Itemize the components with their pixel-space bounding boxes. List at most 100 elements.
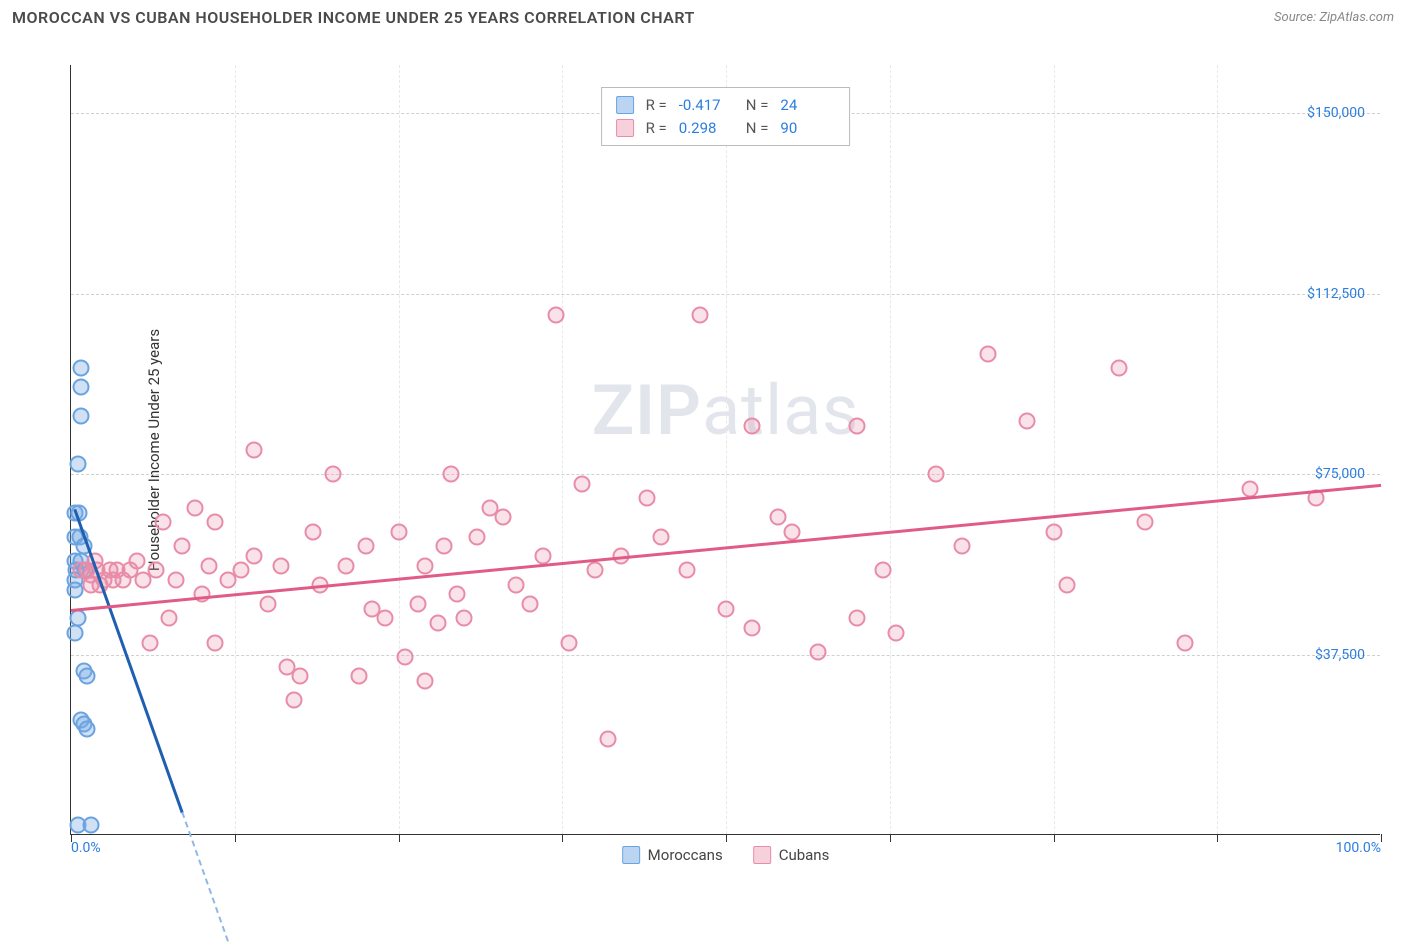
x-tick-label: 100.0% bbox=[1336, 840, 1381, 856]
n-value-moroccans: 24 bbox=[780, 94, 835, 117]
x-tick bbox=[235, 834, 236, 842]
data-point bbox=[246, 442, 263, 459]
data-point bbox=[927, 466, 944, 483]
data-point bbox=[652, 528, 669, 545]
correlation-legend: R = -0.417 N = 24 R = 0.298 N = 90 bbox=[601, 87, 851, 146]
data-point bbox=[1019, 413, 1036, 430]
x-tick bbox=[562, 834, 563, 842]
data-point bbox=[285, 692, 302, 709]
legend-item-cubans: Cubans bbox=[753, 846, 830, 864]
r-value-moroccans: -0.417 bbox=[679, 94, 734, 117]
data-point bbox=[305, 523, 322, 540]
data-point bbox=[200, 557, 217, 574]
data-point bbox=[980, 345, 997, 362]
data-point bbox=[678, 562, 695, 579]
data-point bbox=[1111, 360, 1128, 377]
x-tick bbox=[1381, 834, 1382, 842]
data-point bbox=[691, 307, 708, 324]
x-tick bbox=[726, 834, 727, 842]
r-value-cubans: 0.298 bbox=[679, 117, 734, 140]
x-tick bbox=[1217, 834, 1218, 842]
data-point bbox=[809, 644, 826, 661]
data-point bbox=[888, 624, 905, 641]
data-point bbox=[1137, 514, 1154, 531]
data-point bbox=[587, 562, 604, 579]
trend-line bbox=[181, 812, 229, 942]
gridline-vertical bbox=[1054, 65, 1055, 834]
swatch-pink-icon bbox=[753, 846, 771, 864]
gridline-vertical bbox=[890, 65, 891, 834]
data-point bbox=[167, 571, 184, 588]
trend-line bbox=[74, 509, 184, 813]
gridline-vertical bbox=[562, 65, 563, 834]
x-tick bbox=[399, 834, 400, 842]
data-point bbox=[338, 557, 355, 574]
swatch-blue bbox=[616, 96, 634, 114]
data-point bbox=[410, 596, 427, 613]
legend-row-moroccans: R = -0.417 N = 24 bbox=[616, 94, 836, 117]
data-point bbox=[639, 490, 656, 507]
data-point bbox=[442, 466, 459, 483]
data-point bbox=[397, 648, 414, 665]
data-point bbox=[508, 576, 525, 593]
data-point bbox=[351, 668, 368, 685]
swatch-blue-icon bbox=[622, 846, 640, 864]
data-point bbox=[449, 586, 466, 603]
data-point bbox=[207, 514, 224, 531]
data-point bbox=[547, 307, 564, 324]
x-tick bbox=[890, 834, 891, 842]
y-tick-label: $37,500 bbox=[1315, 647, 1365, 663]
data-point bbox=[357, 538, 374, 555]
data-point bbox=[78, 721, 95, 738]
data-point bbox=[436, 538, 453, 555]
plot-area: ZIPatlas R = -0.417 N = 24 R = 0.298 N =… bbox=[70, 65, 1380, 835]
data-point bbox=[73, 408, 90, 425]
data-point bbox=[521, 596, 538, 613]
data-point bbox=[194, 586, 211, 603]
data-point bbox=[416, 673, 433, 690]
y-tick-label: $112,500 bbox=[1307, 286, 1365, 302]
y-tick-label: $150,000 bbox=[1307, 105, 1365, 121]
gridline-vertical bbox=[726, 65, 727, 834]
data-point bbox=[770, 509, 787, 526]
data-point bbox=[73, 379, 90, 396]
data-point bbox=[1176, 634, 1193, 651]
data-point bbox=[73, 360, 90, 377]
n-value-cubans: 90 bbox=[780, 117, 835, 140]
data-point bbox=[1242, 480, 1259, 497]
data-point bbox=[534, 547, 551, 564]
data-point bbox=[875, 562, 892, 579]
data-point bbox=[141, 634, 158, 651]
data-point bbox=[1058, 576, 1075, 593]
data-point bbox=[573, 475, 590, 492]
data-point bbox=[560, 634, 577, 651]
legend-item-moroccans: Moroccans bbox=[622, 846, 723, 864]
data-point bbox=[207, 634, 224, 651]
data-point bbox=[66, 624, 83, 641]
data-point bbox=[154, 514, 171, 531]
source-attribution: Source: ZipAtlas.com bbox=[1274, 10, 1394, 25]
data-point bbox=[377, 610, 394, 627]
chart-header: MOROCCAN VS CUBAN HOUSEHOLDER INCOME UND… bbox=[0, 0, 1406, 31]
data-point bbox=[953, 538, 970, 555]
data-point bbox=[69, 456, 86, 473]
data-point bbox=[128, 552, 145, 569]
data-point bbox=[82, 817, 99, 834]
series-legend: Moroccans Cubans bbox=[622, 846, 830, 864]
data-point bbox=[429, 615, 446, 632]
data-point bbox=[246, 547, 263, 564]
data-point bbox=[259, 596, 276, 613]
chart-title: MOROCCAN VS CUBAN HOUSEHOLDER INCOME UND… bbox=[12, 8, 695, 27]
x-tick bbox=[1054, 834, 1055, 842]
y-tick-label: $75,000 bbox=[1315, 466, 1365, 482]
data-point bbox=[783, 523, 800, 540]
data-point bbox=[849, 610, 866, 627]
data-point bbox=[718, 600, 735, 617]
x-tick-label: 0.0% bbox=[71, 840, 101, 856]
data-point bbox=[495, 509, 512, 526]
gridline-vertical bbox=[399, 65, 400, 834]
data-point bbox=[78, 668, 95, 685]
data-point bbox=[174, 538, 191, 555]
legend-row-cubans: R = 0.298 N = 90 bbox=[616, 117, 836, 140]
swatch-pink bbox=[616, 119, 634, 137]
